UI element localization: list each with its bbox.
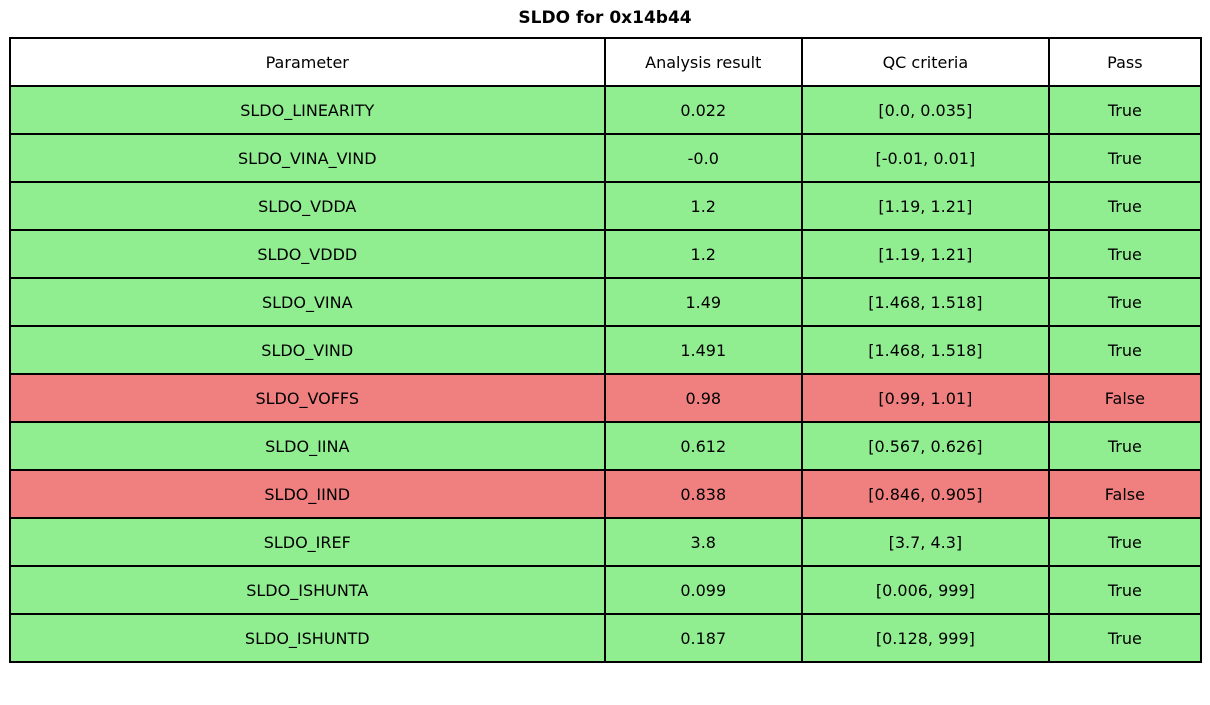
analysis-result-cell: 0.187 xyxy=(604,613,803,663)
analysis-result-cell: -0.0 xyxy=(604,133,803,183)
analysis-result-cell: 1.2 xyxy=(604,229,803,279)
pass-cell: True xyxy=(1048,133,1202,183)
parameter-cell: SLDO_VDDA xyxy=(8,181,607,231)
analysis-result-cell: 0.98 xyxy=(604,373,803,423)
table-row: SLDO_ISHUNTD 0.187 [0.128, 999] True xyxy=(8,613,1202,663)
qc-criteria-cell: [1.468, 1.518] xyxy=(800,325,1051,375)
parameter-cell: SLDO_ISHUNTA xyxy=(8,565,607,615)
pass-cell: False xyxy=(1048,373,1202,423)
qc-criteria-cell: [-0.01, 0.01] xyxy=(800,133,1051,183)
table-row: SLDO_IREF 3.8 [3.7, 4.3] True xyxy=(8,517,1202,567)
pass-cell: True xyxy=(1048,517,1202,567)
pass-cell: True xyxy=(1048,229,1202,279)
analysis-result-cell: 0.612 xyxy=(604,421,803,471)
analysis-result-cell: 1.2 xyxy=(604,181,803,231)
parameter-cell: SLDO_LINEARITY xyxy=(8,85,607,135)
table-row: SLDO_ISHUNTA 0.099 [0.006, 999] True xyxy=(8,565,1202,615)
qc-criteria-cell: [0.567, 0.626] xyxy=(800,421,1051,471)
pass-cell: True xyxy=(1048,85,1202,135)
table-row: SLDO_VINA 1.49 [1.468, 1.518] True xyxy=(8,277,1202,327)
pass-cell: False xyxy=(1048,469,1202,519)
parameter-cell: SLDO_IIND xyxy=(8,469,607,519)
analysis-result-cell: 0.022 xyxy=(604,85,803,135)
table-row: SLDO_IINA 0.612 [0.567, 0.626] True xyxy=(8,421,1202,471)
analysis-result-cell: 1.49 xyxy=(604,277,803,327)
parameter-cell: SLDO_IREF xyxy=(8,517,607,567)
qc-criteria-cell: [1.19, 1.21] xyxy=(800,181,1051,231)
parameter-cell: SLDO_VDDD xyxy=(8,229,607,279)
qc-criteria-cell: [1.468, 1.518] xyxy=(800,277,1051,327)
parameter-cell: SLDO_ISHUNTD xyxy=(8,613,607,663)
column-header-qc-criteria: QC criteria xyxy=(800,37,1051,87)
qc-criteria-cell: [0.99, 1.01] xyxy=(800,373,1051,423)
parameter-cell: SLDO_VINA_VIND xyxy=(8,133,607,183)
analysis-result-cell: 0.838 xyxy=(604,469,803,519)
table-row: SLDO_IIND 0.838 [0.846, 0.905] False xyxy=(8,469,1202,519)
pass-cell: True xyxy=(1048,325,1202,375)
qc-criteria-cell: [0.846, 0.905] xyxy=(800,469,1051,519)
table-row: SLDO_LINEARITY 0.022 [0.0, 0.035] True xyxy=(8,85,1202,135)
qc-criteria-cell: [0.0, 0.035] xyxy=(800,85,1051,135)
qc-results-table: Parameter Analysis result QC criteria Pa… xyxy=(8,37,1202,663)
column-header-analysis-result: Analysis result xyxy=(604,37,803,87)
analysis-result-cell: 0.099 xyxy=(604,565,803,615)
parameter-cell: SLDO_VIND xyxy=(8,325,607,375)
pass-cell: True xyxy=(1048,613,1202,663)
qc-criteria-cell: [1.19, 1.21] xyxy=(800,229,1051,279)
table-row: SLDO_VOFFS 0.98 [0.99, 1.01] False xyxy=(8,373,1202,423)
parameter-cell: SLDO_VINA xyxy=(8,277,607,327)
table-row: SLDO_VDDA 1.2 [1.19, 1.21] True xyxy=(8,181,1202,231)
table-row: SLDO_VIND 1.491 [1.468, 1.518] True xyxy=(8,325,1202,375)
column-header-parameter: Parameter xyxy=(8,37,607,87)
table-row: SLDO_VINA_VIND -0.0 [-0.01, 0.01] True xyxy=(8,133,1202,183)
pass-cell: True xyxy=(1048,277,1202,327)
page-title: SLDO for 0x14b44 xyxy=(518,8,692,28)
pass-cell: True xyxy=(1048,565,1202,615)
pass-cell: True xyxy=(1048,181,1202,231)
parameter-cell: SLDO_VOFFS xyxy=(8,373,607,423)
column-header-pass: Pass xyxy=(1048,37,1202,87)
table-header-row: Parameter Analysis result QC criteria Pa… xyxy=(8,37,1202,87)
qc-criteria-cell: [3.7, 4.3] xyxy=(800,517,1051,567)
analysis-result-cell: 3.8 xyxy=(604,517,803,567)
pass-cell: True xyxy=(1048,421,1202,471)
table-row: SLDO_VDDD 1.2 [1.19, 1.21] True xyxy=(8,229,1202,279)
qc-criteria-cell: [0.006, 999] xyxy=(800,565,1051,615)
qc-criteria-cell: [0.128, 999] xyxy=(800,613,1051,663)
analysis-result-cell: 1.491 xyxy=(604,325,803,375)
parameter-cell: SLDO_IINA xyxy=(8,421,607,471)
